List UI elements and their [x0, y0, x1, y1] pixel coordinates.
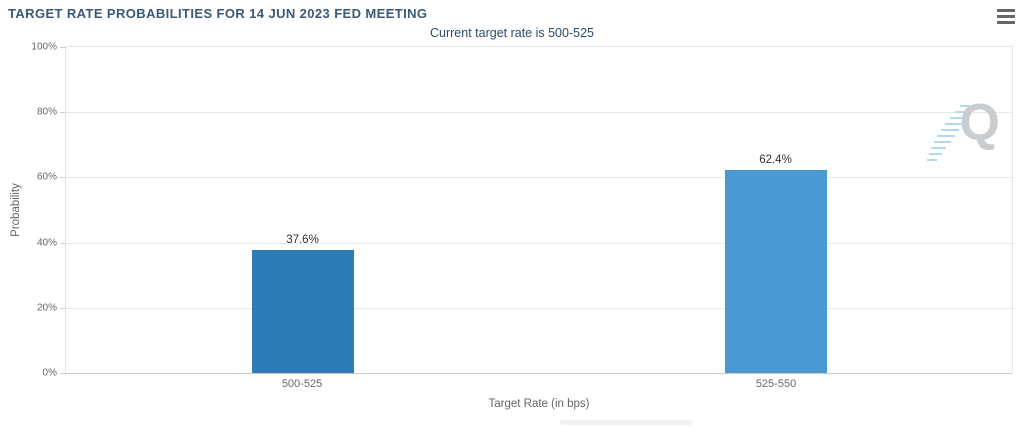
- x-axis-title: Target Rate (in bps): [488, 398, 590, 410]
- x-axis-line: [66, 373, 1012, 374]
- y-tick-label: 40%: [36, 237, 57, 249]
- watermark-dashes-icon: [927, 105, 970, 161]
- x-tick-label: 525-550: [755, 378, 797, 390]
- bar-slot-525-550: 62.4%: [539, 47, 1012, 373]
- watermark-logo: Q: [926, 97, 1000, 167]
- y-tick: [60, 177, 66, 179]
- watermark-q-letter: Q: [959, 94, 1000, 152]
- bar-value-label: 62.4%: [759, 153, 792, 166]
- y-tick: [60, 307, 66, 309]
- y-tick-label: 0%: [42, 367, 57, 379]
- bar-slot-500-525: 37.6%: [66, 47, 539, 373]
- y-axis-title: Probability: [10, 183, 22, 237]
- chart-title: TARGET RATE PROBABILITIES FOR 14 JUN 202…: [8, 6, 428, 21]
- y-tick: [60, 242, 66, 244]
- bar-series: 37.6% 62.4%: [66, 47, 1012, 373]
- y-tick: [60, 47, 66, 48]
- x-tick-label: 500-525: [281, 378, 323, 390]
- bar-525-550[interactable]: [724, 169, 827, 373]
- bar-value-label: 37.6%: [286, 234, 319, 247]
- y-tick-label: 80%: [36, 106, 57, 118]
- bar-500-525[interactable]: [251, 250, 354, 373]
- gridline: [66, 112, 1012, 114]
- y-tick-label: 20%: [36, 302, 57, 314]
- plot-area: 100% 80% 60% 40% 20% 0% 37.6% 62.4%: [31, 42, 1013, 379]
- hamburger-menu-icon: [997, 15, 1015, 18]
- x-axis-labels: 500-525 525-550: [65, 378, 1013, 390]
- gridline: [66, 307, 1012, 309]
- gridline: [66, 177, 1012, 179]
- gridline: [66, 242, 1012, 244]
- hamburger-menu-icon: [997, 9, 1015, 12]
- context-menu-button[interactable]: [997, 9, 1015, 24]
- y-tick: [60, 373, 66, 374]
- y-tick-label: 60%: [36, 171, 57, 183]
- chart-subtitle: Current target rate is 500-525: [430, 26, 594, 40]
- y-tick: [60, 112, 66, 114]
- bottom-divider: [560, 420, 692, 425]
- hamburger-menu-icon: [997, 21, 1015, 24]
- y-tick-label: 100%: [31, 41, 57, 53]
